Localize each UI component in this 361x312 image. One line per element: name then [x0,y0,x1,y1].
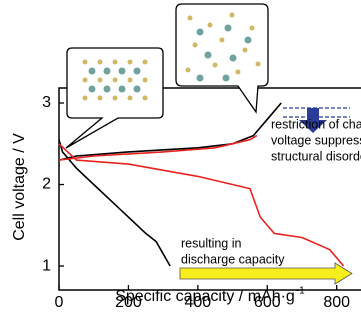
x-axis-label: Specific capacity / mAh·g [115,288,295,305]
annotation-text: voltage suppresse [271,133,361,147]
annotation-text: structural disorder [271,149,361,163]
y-axis-label: Cell voltage / V [11,133,28,241]
x-tick-label: 800 [323,294,350,311]
y-tick-label: 2 [42,176,51,193]
annotation-text: discharge capacity [181,252,285,266]
x-axis-label-sup: -1 [296,286,305,297]
annotation-text: resulting in [181,236,241,250]
x-tick-label: 0 [55,294,64,311]
y-tick-label: 1 [42,257,51,274]
y-tick-label: 3 [42,94,51,111]
chart: 0200400600800123 restriction of chargvol… [0,0,361,312]
page: 0200400600800123 restriction of chargvol… [0,0,361,312]
annotation-text: restriction of charg [271,117,361,131]
